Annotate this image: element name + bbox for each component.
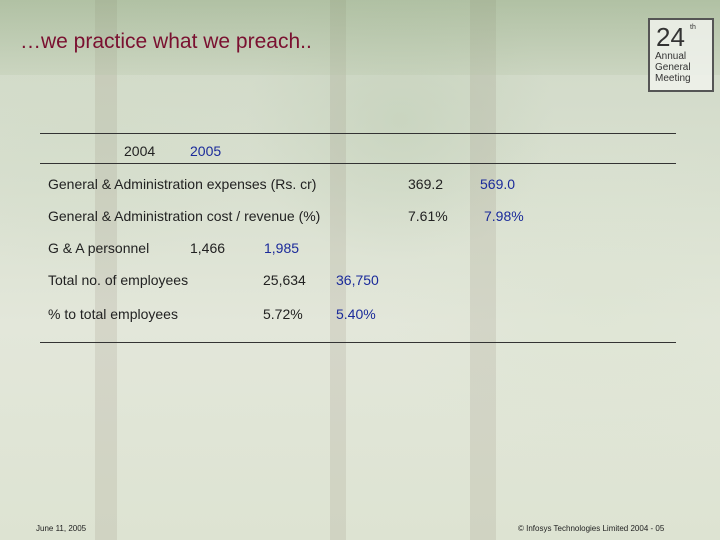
header-year-2004: 2004 <box>124 143 156 159</box>
header-year-2005: 2005 <box>190 143 222 159</box>
row-value-2005: 1,985 <box>264 240 300 256</box>
row-value-2004: 5.72% <box>263 306 303 322</box>
agm-logo: 24 th Annual General Meeting <box>648 18 714 92</box>
row-value-2004: 7.61% <box>408 208 448 224</box>
page-title: …we practice what we preach.. <box>20 30 312 53</box>
logo-line: General <box>655 62 691 73</box>
row-value-2005: 569.0 <box>480 176 516 192</box>
row-label: Total no. of employees <box>48 272 189 288</box>
row-value-2004: 1,466 <box>190 240 226 256</box>
table-bottom-rule <box>40 342 676 343</box>
footer-date: June 11, 2005 <box>36 524 87 533</box>
row-value-2004: 369.2 <box>408 176 444 192</box>
row-label: General & Administration expenses (Rs. c… <box>48 176 317 192</box>
row-label: G & A personnel <box>48 240 150 256</box>
logo-suffix: th <box>690 24 696 31</box>
logo-number: 24 <box>656 22 685 52</box>
header-rule <box>40 163 676 164</box>
row-value-2005: 7.98% <box>484 208 524 224</box>
row-label: General & Administration cost / revenue … <box>48 208 321 224</box>
row-value-2005: 5.40% <box>336 306 376 322</box>
row-value-2004: 25,634 <box>263 272 306 288</box>
logo-line: Annual <box>655 51 687 62</box>
background-trunk <box>330 0 346 540</box>
background-trunk <box>95 0 117 540</box>
background-trunk <box>470 0 496 540</box>
table-top-rule <box>40 133 676 134</box>
footer-copyright: © Infosys Technologies Limited 2004 - 05 <box>518 524 665 533</box>
row-label: % to total employees <box>48 306 178 322</box>
logo-line: Meeting <box>655 73 691 84</box>
header-band <box>0 0 720 75</box>
row-value-2005: 36,750 <box>336 272 379 288</box>
